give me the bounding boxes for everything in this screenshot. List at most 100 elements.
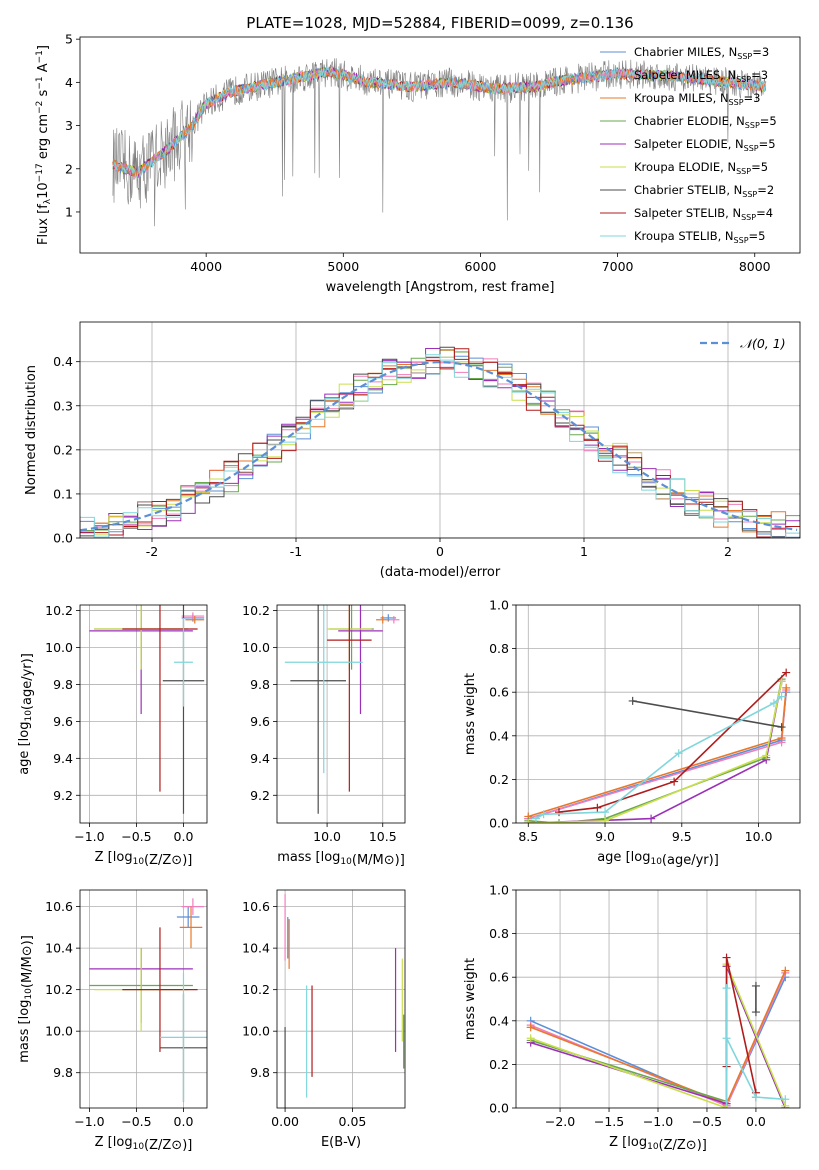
legend-label-chabrier_stelib: Chabrier STELIB, NSSP=2 bbox=[634, 183, 774, 199]
label-part: age [ bbox=[597, 850, 630, 865]
legend-text: Kroupa MILES, N bbox=[634, 91, 729, 105]
legend-text: Chabrier ELODIE, N bbox=[634, 114, 745, 128]
axes-mass-vs-Z: −1.0 −0.5 0.09.810.010.210.410.6Z [log10(Z… bbox=[17, 889, 208, 1153]
legend-text: Salpeter ELODIE, N bbox=[634, 137, 744, 151]
y-tick-label: 9.6 bbox=[53, 714, 73, 729]
weight-point-kroupa_elodie bbox=[601, 816, 610, 823]
label-part: (Z/Z⊙)] bbox=[144, 1138, 192, 1153]
legend-subscript: SSP bbox=[729, 98, 744, 107]
axes-residual-histogram: -2 -1 0 1 2 0.0 0.1 0.2 0.3 0.4 (data-model)/error… bbox=[24, 321, 801, 580]
y-tick-label: 5 bbox=[65, 32, 73, 47]
label-part: log bbox=[631, 850, 651, 865]
legend-text: Kroupa STELIB, N bbox=[634, 229, 734, 243]
label-part: (age/yr)] bbox=[20, 653, 35, 710]
y-tick-label: 9.4 bbox=[53, 751, 73, 766]
axes-frame bbox=[276, 889, 406, 1109]
y-tick-label: 10.6 bbox=[45, 899, 73, 914]
legend-subscript: SSP bbox=[736, 167, 751, 176]
label-part: (M/M⊙)] bbox=[20, 935, 35, 988]
x-axis-label: Z [log10(Z/Z⊙)] bbox=[95, 1135, 193, 1153]
y-tick-label: 10.2 bbox=[242, 982, 270, 997]
label-part: (Z/Z⊙)] bbox=[144, 853, 192, 868]
weight-point-kroupa_stelib bbox=[777, 692, 786, 701]
label-part: log bbox=[113, 1135, 133, 1150]
x-axis-label: Z [log10(Z/Z⊙)] bbox=[95, 850, 193, 868]
label-part: log bbox=[17, 722, 32, 742]
y-tick-label: 0.6 bbox=[489, 685, 509, 700]
label-part: E(B-V) bbox=[321, 1135, 361, 1150]
label-part: −1 bbox=[35, 50, 45, 63]
x-tick-label: −1.0 bbox=[74, 829, 104, 844]
weight-point-kroupa_stelib bbox=[722, 1097, 731, 1106]
legend-subscript: SSP bbox=[734, 236, 749, 245]
weight-point-salpeter_stelib bbox=[782, 668, 791, 677]
legend-label-kroupa_stelib: Kroupa STELIB, NSSP=5 bbox=[634, 229, 765, 245]
y-tick-label: 10.2 bbox=[242, 603, 270, 618]
y-tick-label: 10.0 bbox=[45, 640, 73, 655]
label-part: −1 bbox=[35, 76, 45, 89]
label-part: log bbox=[321, 850, 341, 865]
label-subscript: 10 bbox=[133, 1142, 145, 1152]
weight-point-kroupa_stelib bbox=[539, 810, 548, 819]
legend-subscript: SSP bbox=[736, 75, 751, 84]
y-tick-label: 0.2 bbox=[53, 442, 73, 457]
label-subscript: 10 bbox=[647, 1142, 659, 1152]
label-part: 10 bbox=[36, 182, 51, 199]
label-part: log bbox=[627, 1135, 647, 1150]
y-tick-label: 0.4 bbox=[489, 728, 509, 743]
label-part: ] bbox=[36, 45, 51, 50]
axes-mass-weight-vs-age: 8.5 9.0 9.5 10.0 0.0 0.2 0.4 0.6 0.8 1.0 age [log1… bbox=[463, 598, 801, 868]
label-part: (data-model)/error bbox=[380, 565, 501, 580]
y-tick-label: 0.8 bbox=[489, 641, 509, 656]
y-tick-label: 0.4 bbox=[489, 1013, 509, 1028]
label-subscript: 10 bbox=[24, 988, 34, 1000]
y-axis-label: Flux [fλ10−17 erg cm−2 s−1 A−1] bbox=[35, 45, 53, 245]
x-tick-label: 10.0 bbox=[313, 829, 341, 844]
legend-text: =5 bbox=[760, 114, 777, 128]
weight-point-kroupa_stelib bbox=[722, 984, 731, 993]
weight-point-kroupa_stelib bbox=[751, 1093, 760, 1102]
axes-frame bbox=[79, 36, 801, 254]
axes-frame bbox=[515, 889, 801, 1109]
y-tick-label: 1.0 bbox=[489, 598, 509, 613]
y-axis-label: Normed distribution bbox=[24, 365, 39, 495]
legend-text: Salpeter MILES, N bbox=[634, 68, 736, 82]
x-tick-label: 8.5 bbox=[518, 829, 538, 844]
x-tick-label: 0.0 bbox=[746, 1114, 766, 1129]
legend-text: =3 bbox=[752, 45, 769, 59]
x-tick-label: 7000 bbox=[602, 259, 634, 274]
y-tick-label: 10.4 bbox=[242, 941, 270, 956]
label-part: Normed distribution bbox=[24, 365, 39, 495]
plot-area bbox=[277, 605, 405, 823]
y-tick-label: 0.6 bbox=[489, 970, 509, 985]
x-tick-label: 9.5 bbox=[672, 829, 692, 844]
y-tick-label: 0.0 bbox=[53, 531, 73, 546]
x-tick-label: -1 bbox=[290, 544, 302, 559]
weight-point-chabrier_stelib bbox=[751, 981, 760, 990]
legend-label-salpeter_miles: Salpeter MILES, NSSP=3 bbox=[634, 68, 768, 84]
x-tick-label: −2.0 bbox=[545, 1114, 575, 1129]
y-tick-label: 4 bbox=[65, 75, 73, 90]
x-tick-label: 0.00 bbox=[271, 1114, 299, 1129]
legend-label-normal: 𝒩(0, 1) bbox=[740, 336, 786, 351]
label-part: Z [ bbox=[95, 850, 113, 865]
weight-point-chabrier_stelib bbox=[751, 1008, 760, 1017]
y-tick-label: 10.0 bbox=[242, 1024, 270, 1039]
x-tick-label: 0.0 bbox=[174, 829, 194, 844]
x-axis-label: wavelength [Angstrom, rest frame] bbox=[326, 280, 555, 295]
label-part: erg cm bbox=[36, 114, 51, 163]
legend-label-salpeter_stelib: Salpeter STELIB, NSSP=4 bbox=[634, 206, 773, 222]
legend-text: =3 bbox=[744, 91, 761, 105]
axes-mass-vs-ebv: 0.00 0.05 9.8 10.0 10.2 10.4 10.6 E(B-V) bbox=[242, 889, 406, 1150]
legend-text: Chabrier MILES, N bbox=[634, 45, 737, 59]
legend-text: Salpeter STELIB, N bbox=[634, 206, 741, 220]
legend-text: =2 bbox=[757, 183, 774, 197]
x-axis-label: mass [log10(M/M⊙)] bbox=[277, 850, 405, 868]
y-tick-label: 9.6 bbox=[250, 714, 270, 729]
weight-point-kroupa_stelib bbox=[531, 814, 540, 823]
label-part: Z [ bbox=[609, 1135, 627, 1150]
x-tick-label: 8000 bbox=[739, 259, 771, 274]
legend-text: =3 bbox=[751, 68, 768, 82]
label-subscript: 10 bbox=[133, 857, 145, 867]
